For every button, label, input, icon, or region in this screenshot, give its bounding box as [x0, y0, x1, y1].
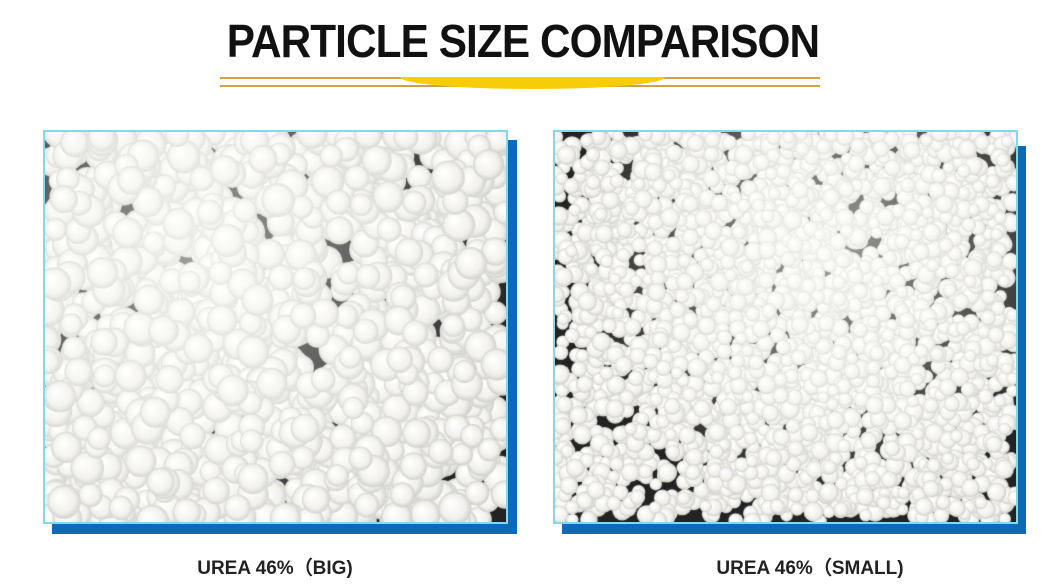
title-accent-bar: [400, 77, 665, 89]
photo-urea-big: [43, 130, 508, 524]
label-urea-small: UREA 46%（SMALL): [716, 558, 904, 579]
page-title: PARTICLE SIZE COMPARISON: [226, 15, 820, 67]
label-urea-big: UREA 46%（BIG): [197, 558, 353, 579]
photo-urea-small: [553, 130, 1018, 524]
